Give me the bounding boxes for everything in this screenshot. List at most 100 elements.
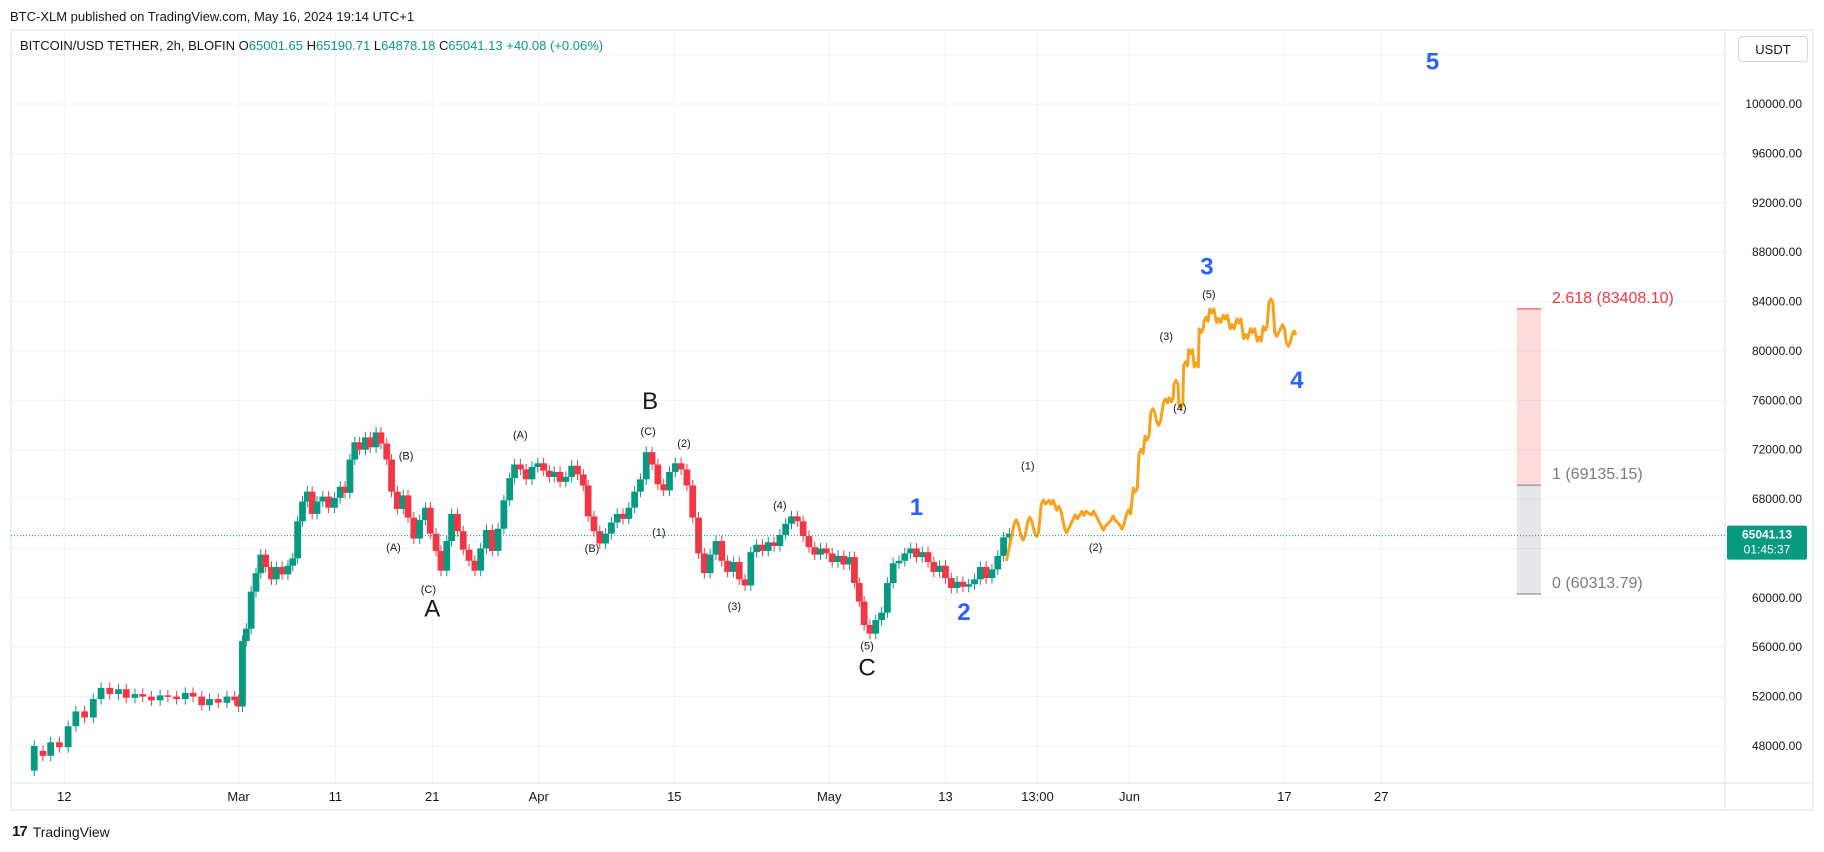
- candle-body: [918, 552, 926, 558]
- open-value: 65001.65: [248, 38, 304, 53]
- time-tick-label: 11: [329, 789, 343, 804]
- wave-label-minor: (2): [1089, 542, 1102, 554]
- candle-body: [89, 699, 97, 718]
- price-tick-label: 84000.00: [1752, 295, 1802, 309]
- candle-body: [164, 695, 172, 697]
- price-axis: 104000.00100000.0096000.0092000.0088000.…: [1745, 48, 1802, 753]
- candle-body: [422, 507, 429, 521]
- candle-body: [637, 479, 644, 492]
- candle-body: [416, 520, 424, 539]
- candle-body: [753, 544, 761, 553]
- candle-body: [341, 486, 349, 493]
- candle-body: [574, 465, 581, 475]
- candle-body: [516, 464, 524, 470]
- candle-body: [619, 513, 627, 519]
- candle-body: [299, 501, 306, 522]
- wave-label-minor: (3): [728, 601, 741, 613]
- candle-body: [388, 459, 395, 492]
- fibonacci-extension[interactable]: 2.618 (83408.10) 1 (69135.15) 0 (60313.79): [1516, 290, 1674, 595]
- time-tick-label: Apr: [529, 789, 550, 804]
- candle-body: [81, 711, 88, 718]
- candle-body: [666, 471, 673, 491]
- candle-body: [625, 507, 633, 519]
- candle-body: [534, 463, 542, 467]
- time-tick-label: 21: [425, 789, 439, 804]
- wave-label-impulse: 1: [910, 494, 923, 521]
- footer-brand[interactable]: 17 TradingView: [12, 823, 110, 840]
- elliott-wave-labels[interactable]: (B) (A) (C) (A) (B) (C) (2) (1) (3) (4) (5) (1) (2) (…: [386, 49, 1439, 682]
- candle-body: [689, 485, 697, 518]
- candle-body: [346, 459, 354, 493]
- candle-body: [294, 521, 302, 559]
- wave-label-minor: (4): [1173, 402, 1186, 414]
- candle-body: [404, 495, 412, 518]
- candle-body: [936, 565, 944, 572]
- candle-body: [556, 471, 564, 482]
- candle-body: [528, 466, 536, 480]
- candle-body: [278, 566, 286, 575]
- candle-body: [947, 578, 955, 588]
- candle-body: [654, 464, 662, 485]
- wave-label-minor: (A): [513, 430, 528, 442]
- fib-zone-extension: [1516, 308, 1542, 486]
- open-key: O: [238, 38, 249, 53]
- candle-body: [303, 491, 311, 502]
- candle-body: [930, 562, 938, 572]
- wave-label-impulse: 5: [1426, 49, 1439, 76]
- candle-body: [257, 554, 265, 574]
- wave-label-minor: (4): [773, 500, 786, 512]
- candle-body: [443, 541, 451, 571]
- wave-label-impulse: 3: [1200, 253, 1213, 280]
- candle-body: [851, 557, 858, 584]
- fib-level-label: 2.618 (83408.10): [1552, 290, 1674, 307]
- candle-body: [235, 700, 242, 707]
- candle-body: [30, 745, 38, 771]
- candle-body: [866, 624, 874, 634]
- candle-body: [377, 432, 385, 444]
- candle-body: [883, 583, 891, 613]
- candle-body: [834, 555, 842, 563]
- candle-body: [607, 522, 615, 534]
- price-tick-label: 68000.00: [1752, 492, 1802, 506]
- candle-body: [953, 581, 961, 588]
- projection-path[interactable]: [1005, 297, 1298, 562]
- candle-body: [426, 507, 434, 534]
- low-key: L: [373, 38, 382, 53]
- candle-body: [700, 553, 708, 574]
- candle-body: [173, 696, 180, 700]
- candle-body: [660, 484, 668, 491]
- candle-body: [982, 566, 990, 579]
- wave-label-minor: (2): [677, 438, 690, 450]
- wave-label-major: B: [642, 388, 658, 415]
- candle-body: [313, 501, 321, 514]
- time-tick-label: Mar: [227, 789, 250, 804]
- candle-body: [308, 491, 316, 514]
- price-tick-label: 48000.00: [1752, 739, 1802, 753]
- candle-body: [97, 687, 105, 700]
- price-tick-label: 56000.00: [1752, 640, 1802, 654]
- candle-body: [393, 491, 401, 509]
- candle-body: [602, 533, 609, 544]
- candle-body: [811, 547, 819, 555]
- candle-body: [268, 566, 275, 580]
- candle-body: [383, 443, 391, 460]
- symbol-name[interactable]: BITCOIN/USD TETHER, 2h, BLOFIN: [20, 38, 236, 53]
- candle-body: [846, 557, 853, 565]
- candle-body: [872, 620, 880, 634]
- symbol-header: BITCOIN/USD TETHER, 2h, BLOFIN O65001.65…: [20, 38, 603, 53]
- candle-body: [642, 452, 650, 480]
- candle-body: [139, 694, 147, 697]
- candle-body: [770, 542, 778, 546]
- candle-body: [272, 566, 280, 580]
- candle-body: [550, 471, 558, 477]
- wave-label-minor: (B): [585, 543, 600, 555]
- candle-body: [878, 612, 885, 621]
- chart-pane-border: [10, 29, 1814, 811]
- time-tick-label: 27: [1374, 789, 1388, 804]
- price-tick-label: 72000.00: [1752, 443, 1802, 457]
- currency-button[interactable]: USDT: [1738, 36, 1808, 62]
- candle-body: [584, 485, 592, 517]
- candle-body: [522, 469, 530, 480]
- candle-body: [889, 563, 897, 584]
